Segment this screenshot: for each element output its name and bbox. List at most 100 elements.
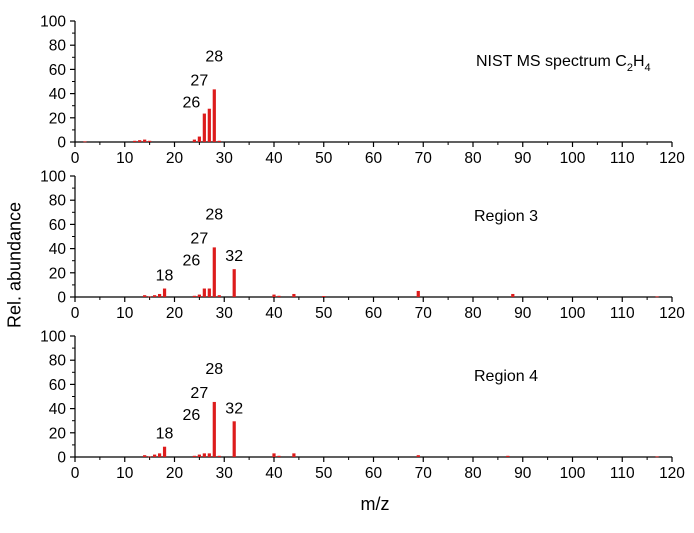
bar-mz-40 (272, 453, 276, 457)
panel-title: Region 4 (474, 368, 538, 385)
bar-mz-16 (153, 454, 157, 457)
bar-mz-17 (157, 293, 162, 297)
peak-label-28: 28 (205, 206, 223, 223)
bar-mz-25 (197, 454, 201, 457)
bar-mz-87 (506, 455, 510, 457)
x-tick-label: 60 (365, 150, 383, 167)
x-tick-label: 60 (365, 305, 383, 322)
peak-label-27: 27 (190, 230, 208, 247)
x-tick-label: 0 (71, 305, 80, 322)
peak-label-26: 26 (182, 407, 200, 424)
y-tick-label: 100 (40, 14, 66, 31)
bar-mz-32 (232, 269, 236, 297)
x-tick-label: 80 (464, 305, 482, 322)
peak-label-18: 18 (156, 426, 174, 443)
bar-mz-28 (212, 89, 216, 142)
bar-mz-24 (192, 455, 196, 457)
bar-mz-29 (217, 295, 221, 297)
x-tick-label: 30 (216, 150, 234, 167)
y-tick-label: 20 (49, 265, 67, 282)
x-tick-label: 100 (560, 305, 586, 322)
bar-mz-25 (197, 294, 201, 297)
title-subscript: 2 (627, 62, 633, 74)
bar-mz-15 (148, 296, 152, 298)
peak-label-18: 18 (156, 268, 174, 285)
y-tick-label: 40 (49, 401, 67, 418)
bar-mz-18 (162, 288, 167, 297)
bar-mz-44 (292, 453, 296, 457)
bar-mz-15 (148, 456, 152, 458)
x-tick-label: 0 (71, 150, 80, 167)
bar-mz-25 (197, 136, 201, 142)
bar-mz-14 (143, 455, 147, 457)
peak-label-26: 26 (182, 94, 200, 111)
y-tick-label: 20 (49, 110, 67, 127)
bar-mz-13 (138, 140, 142, 142)
bar-mz-26 (202, 288, 206, 297)
title-main: NIST MS spectrum C (476, 53, 627, 70)
x-tick-label: 100 (560, 150, 586, 167)
y-tick-label: 60 (49, 62, 67, 79)
bar-mz-26 (202, 453, 206, 457)
x-tick-label: 20 (166, 465, 184, 482)
bar-mz-41 (277, 295, 281, 297)
peak-label-32: 32 (225, 400, 243, 417)
bar-mz-50 (322, 296, 326, 297)
x-tick-label: 120 (659, 150, 685, 167)
x-tick-label: 60 (365, 465, 383, 482)
x-tick-label: 50 (315, 465, 333, 482)
peak-label-32: 32 (225, 248, 243, 265)
peak-label-26: 26 (182, 252, 200, 269)
x-tick-label: 10 (116, 150, 134, 167)
x-tick-label: 110 (610, 465, 635, 482)
x-tick-label: 20 (166, 305, 184, 322)
panel-2: 0 20 40 60 80 100 0 10 20 30 40 50 60 70 80 90 100 110 120… (40, 169, 685, 323)
x-tick-label: 80 (464, 465, 482, 482)
bar-mz-14 (143, 295, 147, 297)
bar-mz-17 (157, 453, 162, 457)
x-tick-label: 40 (265, 305, 283, 322)
bar-mz-15 (148, 140, 152, 142)
title-subscript: 4 (645, 62, 651, 74)
y-tick-label: 60 (49, 377, 67, 394)
bar-mz-27 (207, 453, 211, 457)
bar-mz-28 (212, 247, 216, 297)
y-axis-label-text: Rel. abundance (4, 201, 25, 329)
x-axis-label: m/z (360, 494, 390, 514)
x-tick-label: 80 (464, 150, 482, 167)
y-tick-label: 80 (49, 38, 67, 55)
bar-mz-18 (162, 446, 167, 457)
bar-mz-40 (272, 294, 276, 297)
x-tick-label: 90 (514, 465, 532, 482)
panel-title: Region 3 (474, 208, 538, 225)
x-tick-label: 50 (315, 305, 333, 322)
bar-mz-69 (416, 455, 420, 457)
x-tick-label: 70 (415, 305, 433, 322)
y-tick-label: 40 (49, 241, 67, 258)
peak-label-27: 27 (190, 72, 208, 89)
x-tick-label: 30 (216, 465, 234, 482)
x-tick-label: 70 (415, 465, 433, 482)
panel-1: 0 20 40 60 80 100 0 10 20 30 40 50 60 70 80 90 100 110 120… (40, 14, 685, 168)
y-tick-label: 0 (57, 135, 66, 152)
bar-mz-14 (143, 139, 147, 142)
bar-mz-27 (207, 288, 211, 297)
title-mid: H (633, 53, 645, 70)
bar-mz-2 (83, 141, 87, 143)
x-tick-label: 90 (514, 305, 532, 322)
y-tick-label: 80 (49, 353, 67, 370)
x-tick-label: 50 (315, 150, 333, 167)
y-tick-label: 100 (40, 329, 66, 346)
y-tick-label: 60 (49, 217, 67, 234)
y-tick-label: 20 (49, 425, 67, 442)
y-tick-label: 100 (40, 169, 66, 186)
panel-title: NIST MS spectrum C2H4 (476, 53, 651, 74)
bar-mz-117 (655, 456, 659, 458)
bar-mz-32 (232, 421, 236, 457)
x-tick-label: 0 (71, 465, 80, 482)
bar-mz-117 (655, 296, 659, 298)
x-tick-label: 40 (265, 465, 283, 482)
bar-mz-88 (511, 293, 515, 297)
